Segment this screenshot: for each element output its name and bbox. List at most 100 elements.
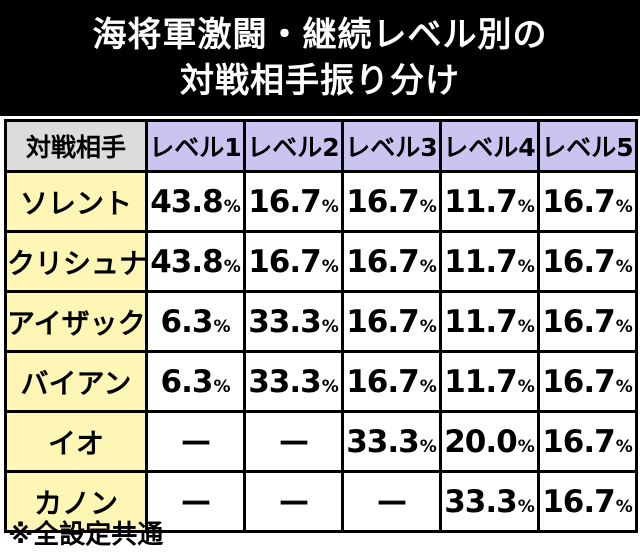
percent-sign: %: [321, 196, 339, 217]
level-1-header: レベル1: [145, 119, 246, 173]
percent-sign: %: [517, 496, 535, 517]
title-line-1: 海将軍激闘・継続レベル別の: [92, 15, 548, 55]
level-4-header: レベル4: [439, 119, 540, 173]
level-5-value: 16.7%: [537, 170, 638, 233]
level-4-value: 11.7%: [439, 350, 540, 413]
percent-sign: %: [615, 436, 633, 457]
value-number: 16.7: [542, 183, 615, 220]
level-3-value: 33.3%: [341, 410, 442, 473]
table-row: カノン — — —33.3% 16.7%: [4, 470, 638, 533]
level-2-value: 33.3%: [243, 290, 344, 353]
value-number: 6.3: [160, 303, 214, 340]
opponent-name: クリシュナ: [4, 230, 148, 293]
level-1-value: 43.8%: [145, 230, 246, 293]
value-number: 16.7: [346, 363, 419, 400]
value-number: 43.8: [150, 183, 223, 220]
level-3-value: —: [341, 470, 442, 533]
level-4-value: 20.0%: [439, 410, 540, 473]
level-4-value: 33.3%: [439, 470, 540, 533]
level-1-value: —: [145, 410, 246, 473]
value-number: 20.0: [444, 423, 517, 460]
value-number: —: [279, 484, 309, 519]
level-3-value: 16.7%: [341, 230, 442, 293]
percent-sign: %: [321, 376, 339, 397]
value-number: 16.7: [542, 303, 615, 340]
percent-sign: %: [321, 316, 339, 337]
value-number: 16.7: [248, 183, 321, 220]
level-3-value: 16.7%: [341, 350, 442, 413]
level-2-value: —: [243, 470, 344, 533]
value-number: 11.7: [444, 243, 517, 280]
value-number: —: [181, 424, 211, 459]
percent-sign: %: [517, 436, 535, 457]
percent-sign: %: [517, 196, 535, 217]
footnote: ※全設定共通: [8, 520, 164, 550]
percent-sign: %: [615, 196, 633, 217]
percent-sign: %: [213, 316, 231, 337]
percent-sign: %: [615, 316, 633, 337]
level-5-value: 16.7%: [537, 470, 638, 533]
value-number: 16.7: [346, 243, 419, 280]
level-1-value: —: [145, 470, 246, 533]
level-3-value: 16.7%: [341, 290, 442, 353]
value-number: 16.7: [346, 183, 419, 220]
opponent-name: イオ: [4, 410, 148, 473]
level-4-value: 11.7%: [439, 230, 540, 293]
value-number: 11.7: [444, 183, 517, 220]
value-number: 33.3: [346, 423, 419, 460]
value-number: 16.7: [542, 483, 615, 520]
percent-sign: %: [223, 196, 241, 217]
value-number: 11.7: [444, 363, 517, 400]
value-number: 33.3: [444, 483, 517, 520]
value-number: —: [279, 424, 309, 459]
value-number: 33.3: [248, 363, 321, 400]
value-number: 33.3: [248, 303, 321, 340]
value-number: 16.7: [346, 303, 419, 340]
value-number: —: [181, 484, 211, 519]
opponent-name: アイザック: [4, 290, 148, 353]
percent-sign: %: [419, 316, 437, 337]
level-2-value: 16.7%: [243, 170, 344, 233]
header-row: 対戦相手 レベル1 レベル2 レベル3 レベル4 レベル5: [4, 119, 638, 173]
percent-sign: %: [517, 256, 535, 277]
level-3-value: 16.7%: [341, 170, 442, 233]
percent-sign: %: [419, 256, 437, 277]
table-row: ソレント 43.8% 16.7% 16.7% 11.7% 16.7%: [4, 170, 638, 233]
level-5-value: 16.7%: [537, 230, 638, 293]
percent-sign: %: [517, 316, 535, 337]
value-number: 11.7: [444, 303, 517, 340]
percent-sign: %: [419, 436, 437, 457]
level-5-value: 16.7%: [537, 350, 638, 413]
distribution-table: 対戦相手 レベル1 レベル2 レベル3 レベル4 レベル5 ソレント 43.8% 1…: [4, 119, 638, 533]
level-2-value: —: [243, 410, 344, 473]
value-number: 16.7: [248, 243, 321, 280]
value-number: 16.7: [542, 423, 615, 460]
table-row: クリシュナ 43.8% 16.7% 16.7% 11.7% 16.7%: [4, 230, 638, 293]
value-number: 43.8: [150, 243, 223, 280]
percent-sign: %: [223, 256, 241, 277]
level-5-value: 16.7%: [537, 410, 638, 473]
value-number: 16.7: [542, 363, 615, 400]
percent-sign: %: [615, 256, 633, 277]
opponent-name: ソレント: [4, 170, 148, 233]
value-number: 6.3: [160, 363, 214, 400]
percent-sign: %: [615, 376, 633, 397]
table-row: イオ — —33.3% 20.0% 16.7%: [4, 410, 638, 473]
level-1-value: 6.3%: [145, 350, 246, 413]
percent-sign: %: [419, 376, 437, 397]
value-number: 16.7: [542, 243, 615, 280]
level-5-value: 16.7%: [537, 290, 638, 353]
opponent-column-header: 対戦相手: [4, 119, 148, 173]
level-2-header: レベル2: [243, 119, 344, 173]
level-4-value: 11.7%: [439, 290, 540, 353]
level-1-value: 6.3%: [145, 290, 246, 353]
percent-sign: %: [615, 496, 633, 517]
table-body: ソレント 43.8% 16.7% 16.7% 11.7% 16.7% クリシュナ 43.8% 1…: [4, 170, 638, 533]
table-row: アイザック 6.3% 33.3% 16.7% 11.7% 16.7%: [4, 290, 638, 353]
level-2-value: 16.7%: [243, 230, 344, 293]
title-banner: 海将軍激闘・継続レベル別の 対戦相手振り分け: [0, 0, 640, 116]
level-5-header: レベル5: [537, 119, 638, 173]
title-line-2: 対戦相手振り分け: [180, 61, 460, 101]
percent-sign: %: [213, 376, 231, 397]
